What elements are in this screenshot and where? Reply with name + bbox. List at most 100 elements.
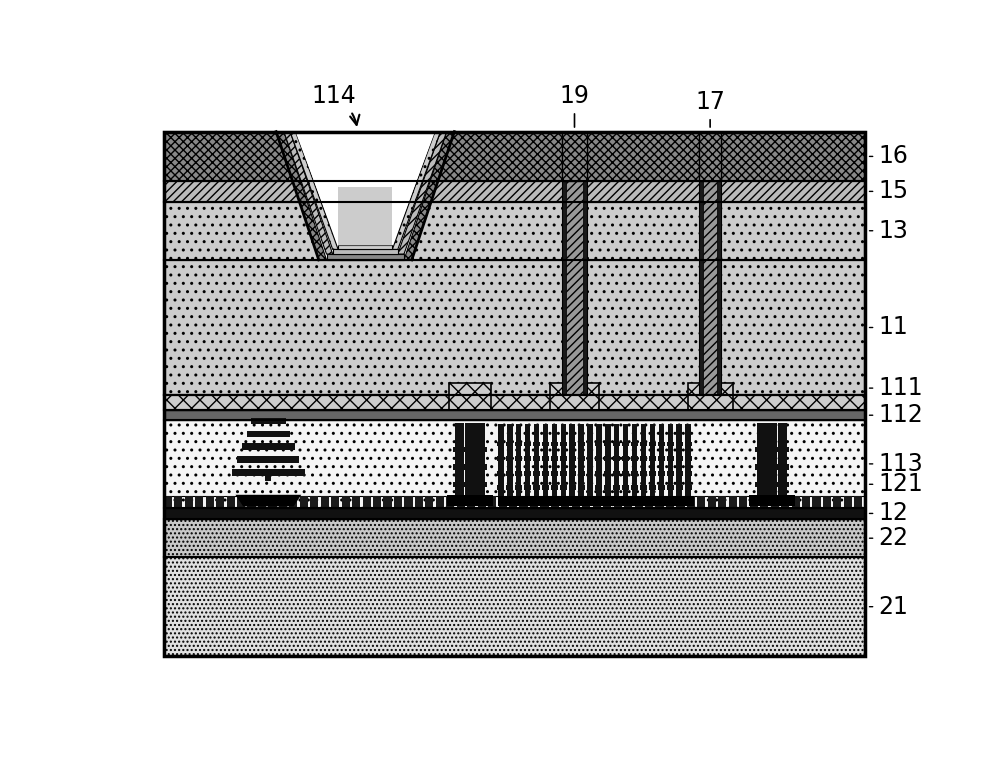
Bar <box>641 424 646 497</box>
Bar <box>587 471 593 475</box>
Bar <box>771 496 779 508</box>
Bar <box>227 496 235 508</box>
Bar <box>593 496 601 508</box>
Bar <box>667 442 674 447</box>
Bar <box>718 496 726 508</box>
Bar <box>749 495 795 506</box>
Bar <box>685 442 692 447</box>
Bar <box>699 132 721 181</box>
Bar <box>655 496 664 508</box>
Bar <box>533 456 540 461</box>
Bar <box>765 447 779 452</box>
Bar <box>164 410 865 420</box>
Text: 11: 11 <box>869 316 908 339</box>
Bar <box>578 485 585 490</box>
Bar <box>498 496 694 506</box>
Bar <box>533 442 540 447</box>
Bar <box>676 456 683 461</box>
Bar <box>566 132 583 395</box>
Bar <box>551 456 558 461</box>
Bar <box>622 442 629 447</box>
Text: 12: 12 <box>869 501 908 525</box>
Bar <box>232 469 305 475</box>
Bar <box>467 496 475 508</box>
Bar <box>473 482 487 488</box>
Bar <box>363 496 371 508</box>
Bar <box>473 447 487 452</box>
Bar <box>562 132 587 395</box>
Bar <box>525 424 530 497</box>
Bar <box>587 424 593 497</box>
Bar <box>667 471 674 475</box>
Polygon shape <box>404 132 454 260</box>
Bar <box>488 496 496 508</box>
Bar <box>668 424 673 497</box>
Bar <box>667 485 674 490</box>
Bar <box>446 496 454 508</box>
Bar <box>425 496 433 508</box>
Bar <box>550 384 599 410</box>
Bar <box>164 519 865 557</box>
Bar <box>534 424 539 497</box>
Bar <box>613 471 620 475</box>
Bar <box>279 496 287 508</box>
Bar <box>685 424 691 497</box>
Bar <box>569 456 576 461</box>
Polygon shape <box>290 132 338 249</box>
Bar <box>717 132 721 395</box>
Bar <box>676 471 683 475</box>
Bar <box>164 508 865 519</box>
Bar <box>164 201 865 260</box>
Bar <box>587 485 593 490</box>
Bar <box>659 424 664 497</box>
Bar <box>582 496 590 508</box>
Bar <box>251 419 286 424</box>
Bar <box>823 496 831 508</box>
Bar <box>463 482 477 488</box>
Bar <box>631 485 638 490</box>
Bar <box>265 475 271 481</box>
Bar <box>587 442 593 447</box>
Bar <box>676 424 682 497</box>
Bar <box>755 465 769 469</box>
Bar <box>613 456 620 461</box>
Polygon shape <box>276 132 326 260</box>
Bar <box>519 496 528 508</box>
Bar <box>729 496 737 508</box>
Bar <box>560 471 567 475</box>
Bar <box>755 447 769 452</box>
Bar <box>206 496 214 508</box>
Bar <box>533 471 540 475</box>
Bar <box>506 471 513 475</box>
Bar <box>635 496 643 508</box>
Text: 121: 121 <box>869 472 923 497</box>
Text: 13: 13 <box>869 219 908 243</box>
Bar <box>583 132 587 395</box>
Bar <box>765 465 779 469</box>
Bar <box>587 456 593 461</box>
Bar <box>622 471 629 475</box>
Bar <box>463 465 477 469</box>
Bar <box>595 471 602 475</box>
Text: 17: 17 <box>695 90 725 127</box>
Bar <box>473 465 487 469</box>
Bar <box>703 132 717 395</box>
Bar <box>614 424 619 497</box>
Bar <box>631 471 638 475</box>
Bar <box>542 485 549 490</box>
Bar <box>578 424 584 497</box>
Bar <box>164 181 865 201</box>
Bar <box>478 496 486 508</box>
Bar <box>509 496 517 508</box>
Bar <box>394 496 402 508</box>
Bar <box>812 496 821 508</box>
Bar <box>697 496 705 508</box>
Bar <box>497 456 504 461</box>
Bar <box>666 496 674 508</box>
Bar <box>569 471 576 475</box>
Bar <box>515 471 522 475</box>
Bar <box>685 456 692 461</box>
Bar <box>688 384 733 410</box>
Bar <box>623 424 628 497</box>
Bar <box>543 424 548 497</box>
